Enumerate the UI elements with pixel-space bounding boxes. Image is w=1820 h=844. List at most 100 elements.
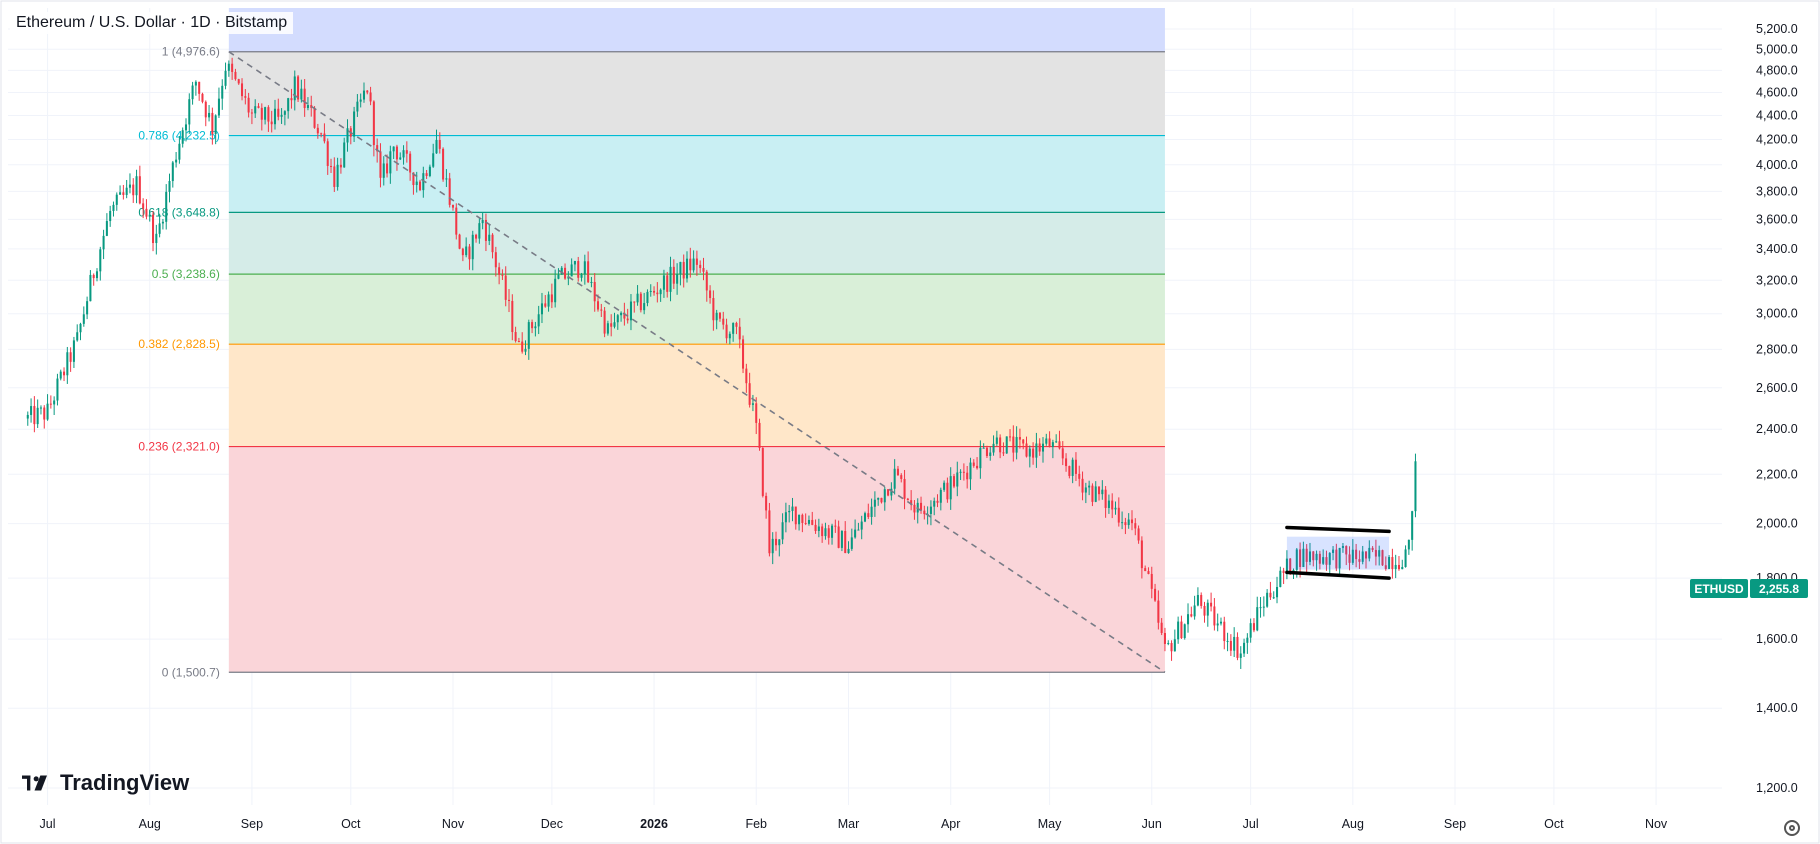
candle-body bbox=[738, 326, 741, 340]
fib-level-label: 0.382 (2,828.5) bbox=[138, 337, 219, 351]
candle-body bbox=[1318, 553, 1321, 564]
candle-body bbox=[596, 301, 600, 310]
candle-body bbox=[102, 235, 105, 250]
candle-body bbox=[1203, 605, 1206, 616]
candle-body bbox=[949, 476, 952, 500]
candle-body bbox=[1098, 486, 1101, 495]
candle-body bbox=[86, 301, 89, 315]
candle-body bbox=[643, 303, 646, 311]
candle-body bbox=[484, 219, 487, 241]
candle-body bbox=[201, 93, 204, 102]
candle-body bbox=[1358, 559, 1361, 562]
price-tick-label: 2,800.0 bbox=[1756, 342, 1798, 356]
candle-body bbox=[128, 184, 131, 188]
candle-body bbox=[511, 300, 514, 333]
candle-body bbox=[468, 246, 471, 260]
candle-body bbox=[633, 301, 636, 303]
candle-body bbox=[306, 105, 309, 108]
chart-title: Ethereum / U.S. Dollar · 1D · Bitstamp bbox=[10, 12, 294, 34]
candle-body bbox=[63, 371, 66, 376]
candle-body bbox=[1348, 554, 1351, 563]
dashed-trendline[interactable] bbox=[228, 51, 1166, 673]
candle-body bbox=[550, 294, 553, 303]
time-tick-label: Mar bbox=[838, 817, 860, 831]
candle-body bbox=[1035, 443, 1038, 458]
candle-body bbox=[1144, 568, 1147, 572]
candle-body bbox=[458, 234, 461, 249]
price-tick-label: 1,200.0 bbox=[1756, 781, 1798, 795]
candle-body bbox=[1229, 640, 1232, 651]
candle-body bbox=[557, 274, 560, 279]
time-tick-label: Dec bbox=[541, 817, 563, 831]
candle-body bbox=[1173, 639, 1176, 652]
candle-body bbox=[455, 207, 458, 235]
candle-body bbox=[613, 322, 616, 327]
candle-body bbox=[1345, 546, 1348, 555]
candle-body bbox=[1154, 588, 1157, 601]
candle-body bbox=[438, 139, 441, 149]
candle-body bbox=[1305, 548, 1308, 562]
tradingview-logo[interactable]: TradingView bbox=[22, 770, 189, 796]
candle-body bbox=[310, 105, 313, 108]
candle-body bbox=[501, 274, 504, 276]
candle-body bbox=[890, 488, 893, 496]
candle-body bbox=[1351, 549, 1354, 563]
candle-body bbox=[339, 164, 342, 168]
drawings[interactable] bbox=[228, 51, 1391, 673]
candle-body bbox=[682, 261, 685, 279]
candle-body bbox=[1223, 621, 1226, 642]
candle-body bbox=[448, 178, 451, 205]
candle-body bbox=[76, 332, 79, 341]
candle-body bbox=[1068, 466, 1071, 476]
candle-body bbox=[1177, 621, 1180, 640]
candle-body bbox=[30, 406, 33, 415]
candle-body bbox=[1190, 614, 1193, 617]
candle-body bbox=[540, 303, 543, 315]
candle-body bbox=[1407, 539, 1410, 550]
channel-top-line[interactable] bbox=[1285, 525, 1391, 534]
candle-body bbox=[1279, 570, 1282, 588]
channel-box[interactable] bbox=[1286, 536, 1390, 570]
candle-body bbox=[814, 524, 817, 531]
candle-body bbox=[194, 81, 197, 86]
candle-body bbox=[227, 63, 230, 71]
candle-body bbox=[923, 510, 926, 515]
candle-body bbox=[952, 476, 956, 487]
channel-bottom-line[interactable] bbox=[1285, 570, 1391, 580]
candle-body bbox=[748, 383, 751, 405]
candle-body bbox=[1104, 489, 1107, 508]
candle-body bbox=[649, 290, 652, 292]
candle-body bbox=[1074, 459, 1077, 474]
fib-level-label: 1 (4,976.6) bbox=[162, 45, 220, 59]
candle-body bbox=[115, 194, 118, 205]
candle-body bbox=[1084, 487, 1087, 493]
last-price-badge: ETHUSD 2,255.8 bbox=[1690, 579, 1808, 598]
candle-body bbox=[537, 314, 540, 327]
candle-body bbox=[692, 258, 695, 271]
candle-body bbox=[435, 139, 438, 154]
time-axis[interactable]: Jul Aug Sep Oct Nov Dec 2026 Feb Mar Apr May Jun Jul… bbox=[40, 817, 1668, 831]
candle-body bbox=[1160, 622, 1163, 633]
fib-retracement[interactable]: 1 (4,976.6) 0.786 (4,232.5) 0.618 (3,648.8… bbox=[138, 8, 1165, 679]
candle-body bbox=[1295, 549, 1298, 570]
price-tick-label: 2,200.0 bbox=[1756, 467, 1798, 481]
candle-body bbox=[392, 146, 395, 152]
price-tick-label: 3,800.0 bbox=[1756, 184, 1798, 198]
candle-body bbox=[699, 264, 702, 269]
candle-body bbox=[1048, 438, 1051, 448]
candle-body bbox=[1226, 640, 1229, 642]
candle-body bbox=[1394, 564, 1397, 570]
candle-body bbox=[1051, 442, 1054, 448]
time-tick-label: Feb bbox=[745, 817, 767, 831]
candle-body bbox=[1259, 607, 1262, 609]
candle-body bbox=[1256, 607, 1259, 631]
candle-body bbox=[1025, 443, 1028, 457]
candle-body bbox=[297, 76, 300, 100]
candle-body bbox=[768, 510, 771, 554]
price-axis[interactable]: 1,200.01,400.01,600.01,800.02,000.02,200… bbox=[1756, 22, 1798, 795]
candle-body bbox=[330, 165, 333, 167]
candle-body bbox=[161, 221, 164, 224]
candle-body bbox=[353, 111, 356, 137]
settings-gear-icon[interactable] bbox=[1784, 820, 1800, 836]
